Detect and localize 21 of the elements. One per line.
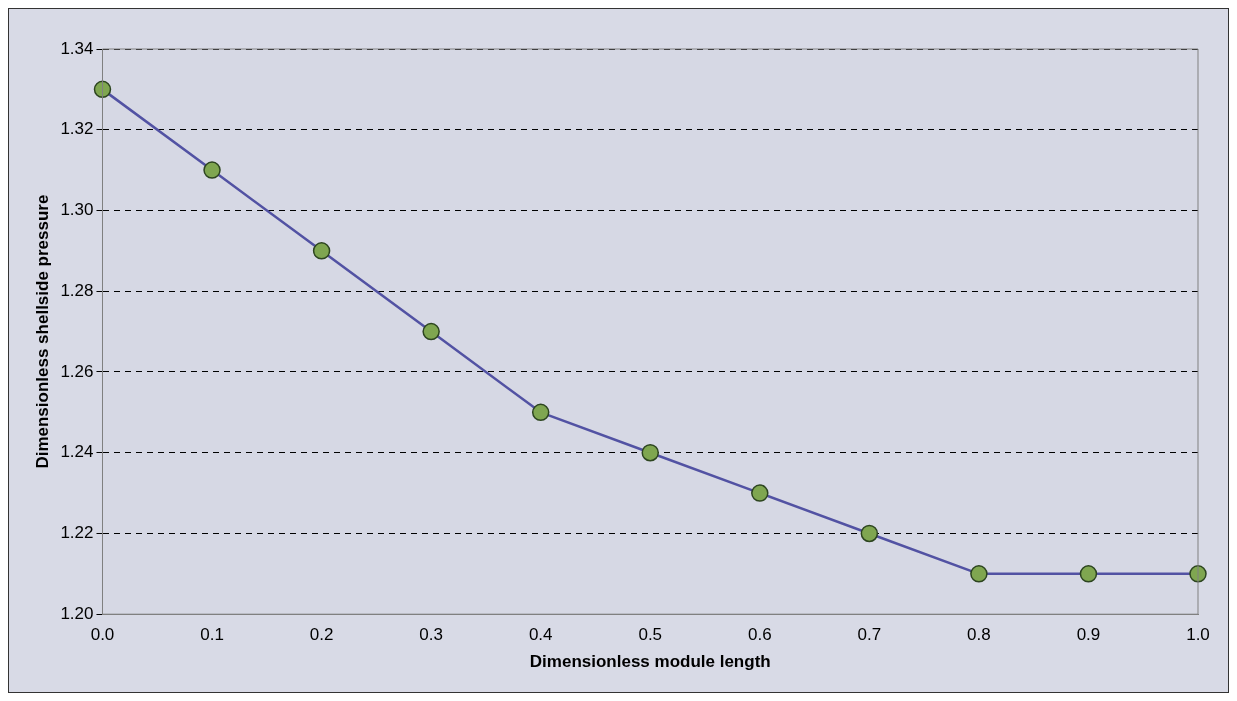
x-tick-label: 0.2	[309, 625, 334, 645]
x-tick-label: 0.6	[747, 625, 772, 645]
x-tick-label: 1.0	[1186, 625, 1210, 645]
y-tick-label: 1.34	[60, 38, 94, 58]
y-tick-label: 1.22	[60, 523, 94, 543]
x-tick-label: 0.8	[967, 625, 991, 645]
y-tick-label: 1.24	[60, 442, 94, 462]
x-tick-label: 0.7	[857, 625, 882, 645]
x-tick-label: 0.3	[419, 625, 443, 645]
y-tick-label: 1.30	[60, 200, 94, 220]
y-tick-label: 1.28	[60, 280, 94, 300]
x-tick-label: 0.1	[200, 625, 224, 645]
y-axis-title: Dimensionless shellside pressure	[32, 194, 52, 469]
y-tick-label: 1.26	[60, 361, 94, 381]
y-tick-label: 1.20	[60, 603, 94, 623]
y-tick-label: 1.32	[60, 119, 94, 139]
x-tick-label: 0.4	[528, 625, 553, 645]
x-tick-label: 0.0	[90, 625, 115, 645]
x-tick-label: 0.5	[638, 625, 663, 645]
x-tick-label: 0.9	[1076, 625, 1101, 645]
x-axis-title: Dimensionless module length	[529, 652, 771, 672]
